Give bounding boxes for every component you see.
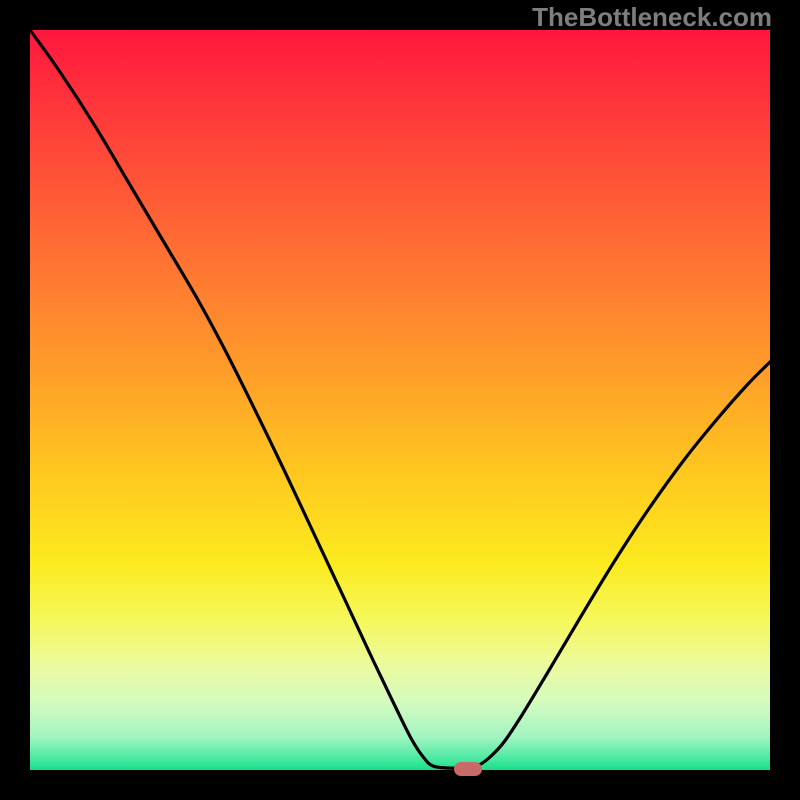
chart-container: TheBottleneck.com bbox=[0, 0, 800, 800]
minimum-marker bbox=[454, 762, 482, 776]
plot-gradient-area bbox=[30, 30, 770, 770]
watermark-label: TheBottleneck.com bbox=[532, 2, 772, 33]
